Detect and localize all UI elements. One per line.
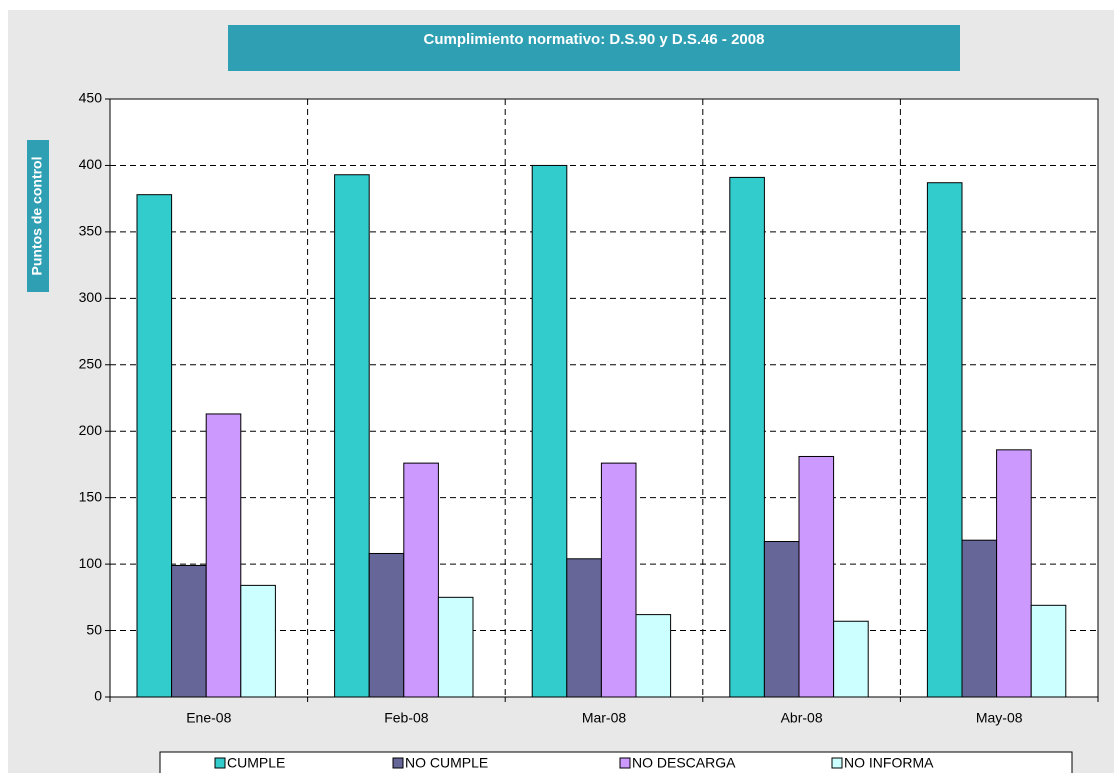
x-tick-label: Mar-08 (582, 710, 627, 726)
y-tick-label: 400 (79, 156, 103, 172)
x-tick-label: Feb-08 (384, 710, 429, 726)
y-axis-label: Puntos de control (29, 157, 45, 276)
bar (600, 462, 637, 698)
bar (334, 174, 370, 698)
x-tick-label: Ene-08 (186, 710, 231, 726)
bar (926, 182, 963, 698)
bar (531, 164, 568, 698)
bar (961, 539, 998, 698)
legend-label: NO INFORMA (844, 755, 934, 771)
legend-swatch (392, 757, 404, 769)
chart-title: Cumplimiento normativo: D.S.90 y D.S.46 … (424, 31, 765, 48)
bar (635, 614, 672, 698)
bar (566, 558, 602, 698)
y-tick-label: 200 (79, 422, 103, 438)
y-tick-label: 150 (79, 488, 103, 504)
legend (159, 751, 1073, 777)
legend-label: NO DESCARGA (632, 755, 736, 771)
y-tick-label: 300 (79, 289, 103, 305)
y-tick-label: 100 (79, 555, 103, 571)
bar (763, 541, 800, 698)
bar (996, 449, 1032, 698)
plot-border (109, 98, 1099, 698)
x-tick-label: May-08 (976, 710, 1023, 726)
bar (729, 176, 765, 698)
y-label-box (27, 140, 49, 292)
y-tick-label: 50 (86, 621, 102, 637)
legend-swatch (214, 757, 226, 769)
y-tick-label: 450 (79, 90, 103, 106)
bar (1030, 604, 1067, 698)
title-box (228, 25, 960, 71)
bar (171, 564, 207, 698)
bar (368, 552, 405, 698)
bar (437, 596, 474, 698)
x-tick-label: Abr-08 (781, 710, 823, 726)
y-tick-label: 250 (79, 355, 103, 371)
bar (403, 462, 439, 698)
legend-label: NO CUMPLE (405, 755, 488, 771)
y-tick-label: 0 (94, 688, 102, 704)
legend-swatch (619, 757, 631, 769)
bar (798, 455, 835, 698)
legend-swatch (831, 757, 843, 769)
y-tick-label: 350 (79, 223, 103, 239)
legend-label: CUMPLE (227, 755, 285, 771)
bar (833, 620, 869, 698)
bar (205, 413, 242, 698)
bar (136, 194, 173, 698)
bar (240, 584, 276, 698)
